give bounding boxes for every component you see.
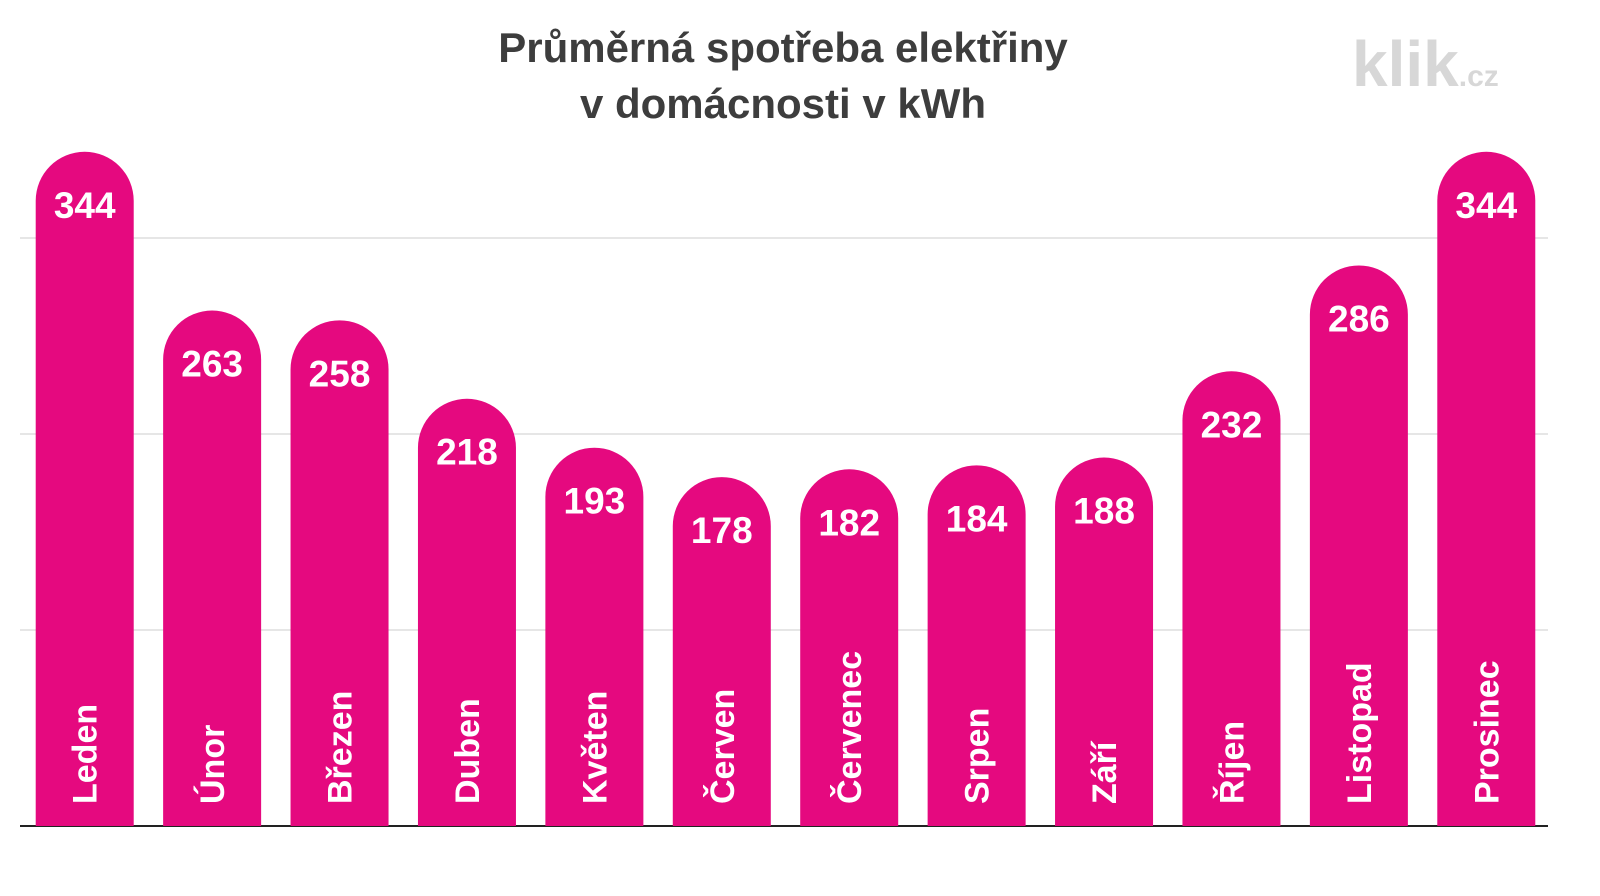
x-tick-label: Květen [576, 691, 614, 804]
x-tick-label: Prosinec [1468, 660, 1506, 804]
value-label: 258 [309, 353, 371, 394]
x-tick-label: Duben [449, 698, 487, 804]
value-label: 184 [946, 498, 1008, 539]
x-tick-label: Leden [67, 704, 105, 804]
x-tick-label: Září [1086, 740, 1124, 804]
x-tick-label: Listopad [1341, 662, 1379, 804]
value-label: 286 [1328, 298, 1390, 339]
bar [1182, 371, 1281, 826]
x-tick-label: Únor [194, 725, 232, 804]
chart-title: Průměrná spotřeba elektřiny [498, 24, 1068, 71]
bar [163, 310, 262, 826]
x-tick-label: Červen [703, 689, 742, 804]
watermark: klik.cz [1352, 28, 1499, 100]
x-tick-label: Říjen [1213, 721, 1251, 804]
bar [35, 151, 134, 826]
value-label: 188 [1073, 491, 1135, 532]
value-label: 193 [564, 481, 626, 522]
bar [545, 447, 644, 826]
bar [927, 465, 1026, 826]
bar [290, 320, 389, 826]
chart-title: v domácnosti v kWh [580, 80, 986, 127]
value-label: 263 [181, 344, 243, 385]
value-label: 344 [54, 185, 116, 226]
value-label: 182 [818, 502, 880, 543]
value-label: 178 [691, 510, 753, 551]
value-label: 344 [1455, 185, 1517, 226]
bar [672, 477, 771, 826]
bar [800, 469, 899, 826]
x-tick-label: Březen [322, 691, 360, 804]
bar [1055, 457, 1154, 826]
x-tick-label: Červenec [830, 651, 869, 804]
watermark-main: klik [1352, 28, 1459, 100]
value-label: 232 [1201, 404, 1263, 445]
watermark-suffix: .cz [1459, 60, 1499, 93]
bar [417, 398, 516, 826]
bar [1309, 265, 1408, 826]
value-label: 218 [436, 432, 498, 473]
bar [1437, 151, 1536, 826]
x-tick-label: Srpen [959, 708, 997, 804]
